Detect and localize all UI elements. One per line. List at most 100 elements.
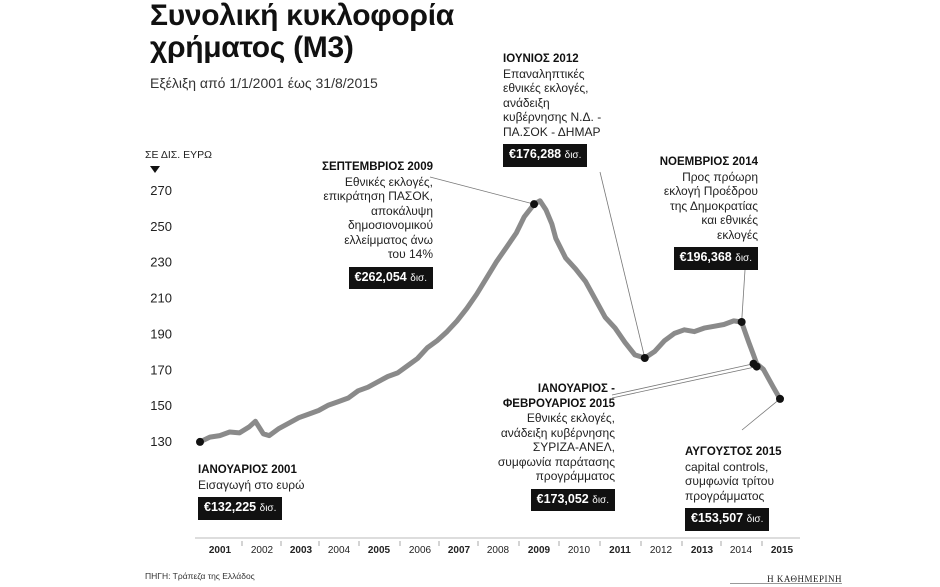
annotation-line: Επαναληπτικές xyxy=(503,66,585,81)
value-badge-amount: €173,052 xyxy=(536,491,589,506)
value-badge-unit: δισ. xyxy=(564,150,582,161)
annotation-line: ΠΑ.ΣΟΚ - ΔΗΜΑΡ xyxy=(503,124,601,139)
value-badge-unit: δισ. xyxy=(410,272,427,284)
annotation-jan-feb-2015: ΙΑΝΟΥΑΡΙΟΣ - ΦΕΒΡΟΥΑΡΙΟΣ 2015 Εθνικές εκ… xyxy=(480,382,615,511)
x-tick-label: 2012 xyxy=(650,545,673,556)
value-badge-amount: €153,507 xyxy=(691,511,744,525)
annotation-head: ΑΥΓΟΥΣΤΟΣ 2015 xyxy=(685,446,782,458)
value-badge-unit: δισ. xyxy=(592,494,609,506)
value-badge-amount: €132,225 xyxy=(204,500,257,514)
annotation-line: εκλογές xyxy=(717,227,758,242)
y-tick-label: 210 xyxy=(150,291,172,306)
annotation-line: Εθνικές εκλογές, xyxy=(526,411,615,425)
value-badge-unit: δισ. xyxy=(746,514,764,525)
annotation-leader-line xyxy=(611,363,754,396)
data-point-marker xyxy=(752,362,761,371)
x-tick-label: 2014 xyxy=(730,545,753,556)
annotation-leader-line xyxy=(741,269,746,322)
annotation-line: εθνικές εκλογές, xyxy=(503,81,589,95)
annotation-line: επικράτηση ΠΑΣΟΚ, xyxy=(323,189,433,203)
annotation-line: συμφωνία παράτασης xyxy=(497,454,615,469)
value-badge: €262,054 δισ. xyxy=(348,266,433,289)
annotation-leader-line xyxy=(741,398,781,431)
annotation-leader-line xyxy=(599,171,646,359)
annotation-aug-2015: ΑΥΓΟΥΣΤΟΣ 2015 capital controls, συμφωνί… xyxy=(685,445,805,531)
y-tick-label: 190 xyxy=(150,326,172,341)
x-tick-label: 2004 xyxy=(328,545,351,556)
x-tick-label: 2007 xyxy=(448,545,471,556)
value-badge-unit: δισ. xyxy=(259,503,277,514)
y-tick-label: 250 xyxy=(150,219,172,234)
annotation-line: συμφωνία τρίτου xyxy=(685,474,775,488)
data-point-marker xyxy=(196,437,204,446)
annotation-line: της Δημοκρατίας xyxy=(669,198,758,213)
x-tick-label: 2013 xyxy=(691,545,714,556)
annotation-line: ΣΥΡΙΖΑ-ΑΝΕΛ, xyxy=(532,440,615,454)
annotation-line: εκλογή Προέδρου xyxy=(663,184,758,198)
source-note: ΠΗΓΗ: Τράπεζα της Ελλάδος xyxy=(145,571,255,581)
annotation-line: ανάδειξη κυβέρνησης xyxy=(500,425,615,440)
y-tick-label: 270 xyxy=(150,183,172,198)
annotation-line: προγράμματος xyxy=(535,469,615,483)
x-tick-label: 2003 xyxy=(290,545,313,556)
y-axis-arrow-icon xyxy=(150,166,160,173)
annotation-head: ΙΟΥΝΙΟΣ 2012 xyxy=(503,53,579,65)
annotation-line: κυβέρνησης Ν.Δ. - xyxy=(503,110,602,124)
annotation-leader-line xyxy=(611,366,757,399)
x-tick-label: 2002 xyxy=(251,545,274,556)
data-point-marker xyxy=(640,353,649,362)
annotation-head: ΦΕΒΡΟΥΑΡΙΟΣ 2015 xyxy=(502,397,615,410)
x-tick-label: 2008 xyxy=(487,545,510,556)
y-tick-label: 150 xyxy=(150,398,172,413)
y-axis-unit-label: ΣΕ ΔΙΣ. ΕΥΡΩ xyxy=(145,149,212,161)
annotation-line: δημοσιονομικού xyxy=(347,218,433,232)
annotation-head: ΝΟΕΜΒΡΙΟΣ 2014 xyxy=(659,156,758,168)
annotation-line: ανάδειξη xyxy=(503,95,550,110)
value-badge-amount: €262,054 xyxy=(354,269,407,284)
value-badge: €196,368 δισ. xyxy=(673,247,758,270)
annotation-head: ΙΑΝΟΥΑΡΙΟΣ - xyxy=(537,383,615,395)
annotation-line: capital controls, xyxy=(685,459,769,474)
annotation-body: Εισαγωγή στο ευρώ xyxy=(198,477,305,492)
annotation-line: αποκάλυψη xyxy=(370,203,433,218)
publisher-logo: Η ΚΑΘΗΜΕΡΙΝΗ xyxy=(767,574,842,584)
y-tick-label: 130 xyxy=(150,434,172,449)
divider xyxy=(730,583,842,584)
annotation-sep-2009: ΣΕΠΤΕΜΒΡΙΟΣ 2009 Εθνικές εκλογές, επικρά… xyxy=(305,160,433,289)
annotation-leader-line xyxy=(429,176,535,205)
value-badge: €132,225 δισ. xyxy=(198,497,283,520)
value-badge: €153,507 δισ. xyxy=(685,508,770,531)
annotation-line: Εθνικές εκλογές, xyxy=(344,174,433,189)
data-point-marker xyxy=(737,317,746,326)
x-tick-label: 2009 xyxy=(528,545,551,556)
value-badge: €173,052 δισ. xyxy=(530,488,615,511)
chart-title: Συνολική κυκλοφορία χρήματος (Μ3) xyxy=(150,0,480,64)
annotation-nov-2014: ΝΟΕΜΒΡΙΟΣ 2014 Προς πρόωρη εκλογή Προέδρ… xyxy=(632,155,758,270)
annotation-line: Προς πρόωρη xyxy=(682,169,758,184)
data-point-marker xyxy=(776,394,784,403)
x-tick-label: 2005 xyxy=(368,545,391,556)
y-tick-label: 170 xyxy=(150,362,172,377)
data-point-marker xyxy=(530,200,539,209)
value-badge-unit: δισ. xyxy=(735,253,752,264)
x-tick-label: 2015 xyxy=(771,545,794,556)
annotation-jun-2012: ΙΟΥΝΙΟΣ 2012 Επαναληπτικές εθνικές εκλογ… xyxy=(503,52,633,167)
annotation-jan-2001: ΙΑΝΟΥΑΡΙΟΣ 2001 Εισαγωγή στο ευρώ €132,2… xyxy=(198,463,304,520)
chart-subtitle: Εξέλιξη από 1/1/2001 έως 31/8/2015 xyxy=(150,75,378,91)
y-tick-label: 230 xyxy=(150,255,172,270)
annotation-head: ΣΕΠΤΕΜΒΡΙΟΣ 2009 xyxy=(322,161,433,173)
chart-title-text: Συνολική κυκλοφορία χρήματος (Μ3) xyxy=(150,0,454,64)
annotation-line: προγράμματος xyxy=(685,488,765,503)
annotation-head: ΙΑΝΟΥΑΡΙΟΣ 2001 xyxy=(198,464,297,476)
x-tick-label: 2001 xyxy=(209,545,232,556)
x-tick-label: 2011 xyxy=(609,545,631,556)
annotation-line: του 14% xyxy=(387,247,433,261)
x-tick-label: 2006 xyxy=(409,545,432,556)
value-badge: €176,288 δισ. xyxy=(503,144,588,167)
annotation-line: ελλείμματος άνω xyxy=(344,232,433,247)
annotation-line: και εθνικές xyxy=(701,213,758,227)
value-badge-amount: €176,288 xyxy=(509,147,562,161)
x-tick-label: 2010 xyxy=(568,545,591,556)
series-line xyxy=(197,198,783,445)
